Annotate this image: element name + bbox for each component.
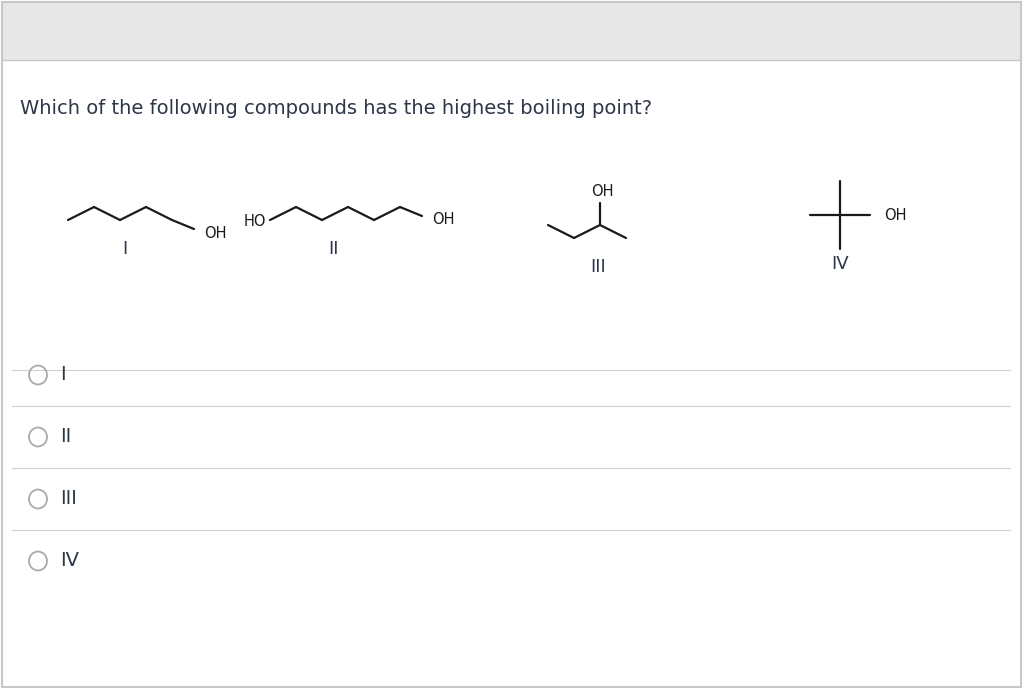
Text: OH: OH <box>432 213 455 228</box>
Text: Question 3: Question 3 <box>18 21 145 41</box>
Text: HO: HO <box>244 215 266 230</box>
Text: III: III <box>60 489 77 509</box>
Text: III: III <box>590 258 606 276</box>
Text: 13 pts: 13 pts <box>934 21 1008 41</box>
Text: II: II <box>60 428 72 446</box>
Text: OH: OH <box>591 184 613 199</box>
Text: Which of the following compounds has the highest boiling point?: Which of the following compounds has the… <box>20 99 652 117</box>
Text: OH: OH <box>204 226 226 242</box>
Text: I: I <box>123 240 128 258</box>
Text: II: II <box>328 240 338 258</box>
Text: IV: IV <box>831 255 849 273</box>
Text: IV: IV <box>60 551 79 571</box>
Text: OH: OH <box>884 208 906 222</box>
Bar <box>2 2 1021 60</box>
Text: I: I <box>60 366 66 384</box>
